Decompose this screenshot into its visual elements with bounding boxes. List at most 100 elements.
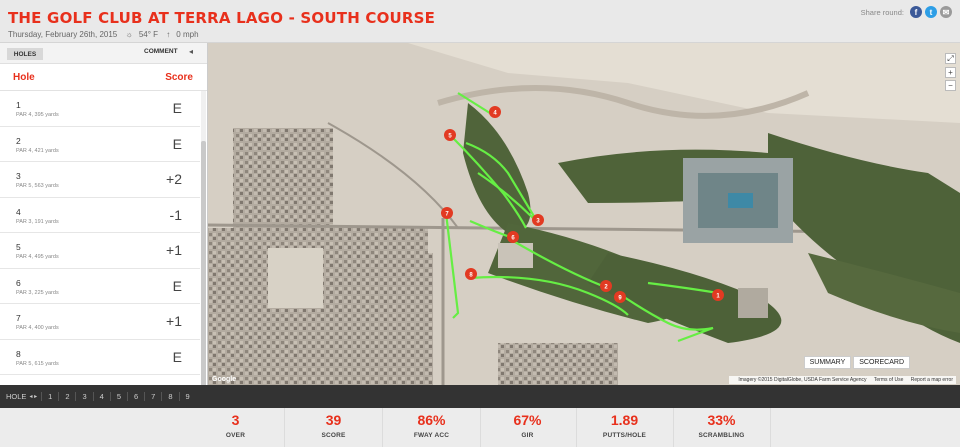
- stat-value: 33%: [707, 412, 736, 428]
- hole-score: E: [172, 135, 182, 152]
- fairway-area: [808, 253, 960, 333]
- stat-over: 3 OVER: [187, 408, 285, 447]
- terms-link[interactable]: Terms of Use: [873, 377, 904, 383]
- hole-marker-label: 6: [511, 236, 515, 242]
- hole-score: +2: [166, 171, 182, 187]
- hole-row[interactable]: 6 PAR 3, 225 yards E: [0, 269, 200, 304]
- hole-nav-item[interactable]: 1: [41, 392, 58, 401]
- hole-score: -1: [169, 206, 182, 223]
- hole-number: 1: [16, 100, 21, 110]
- clubhouse: [498, 243, 533, 268]
- map-view-buttons: SUMMARY SCORECARD: [803, 356, 910, 369]
- hole-row[interactable]: 1 PAR 4, 395 yards E: [0, 91, 200, 127]
- hole-marker-1[interactable]: [712, 289, 724, 301]
- zoom-in-button[interactable]: +: [945, 67, 956, 78]
- hole-row[interactable]: 4 PAR 3, 191 yards -1: [0, 198, 200, 233]
- shot-tracks: [444, 92, 719, 343]
- hole-row[interactable]: 5 PAR 4, 495 yards +1: [0, 233, 200, 269]
- track-hole-4: [457, 92, 494, 116]
- panel-scrollbar[interactable]: [201, 91, 206, 385]
- hole-marker-label: 8: [469, 273, 473, 279]
- stat-scrambling: 33% SCRAMBLING: [673, 408, 771, 447]
- hole-score: E: [172, 277, 182, 294]
- hole-marker-9[interactable]: [614, 291, 626, 303]
- stat-label: OVER: [225, 432, 246, 439]
- hole-nav-item[interactable]: 6: [127, 392, 144, 401]
- email-icon[interactable]: ✉: [940, 6, 952, 18]
- parking: [738, 288, 768, 318]
- hole-marker-label: 5: [448, 134, 452, 140]
- hole-number: 5: [16, 242, 21, 252]
- wind-speed: 0 mph: [176, 30, 199, 39]
- hole-markers[interactable]: 1 2 3 4 5 6 7 8 9: [441, 106, 724, 303]
- hole-list: 1 PAR 4, 395 yards E 2 PAR 4, 421 yards E 3 P…: [0, 91, 200, 375]
- track-hole-8: [469, 275, 629, 316]
- round-stats: 3 OVER 39 SCORE 86% FWAY ACC 67% GIR 1.8…: [0, 408, 960, 447]
- summary-button[interactable]: SUMMARY: [803, 356, 852, 369]
- hole-marker-5[interactable]: [444, 129, 456, 141]
- column-score: Score: [165, 72, 193, 83]
- collapse-arrow-icon[interactable]: ◂: [189, 47, 194, 56]
- panel-header: Hole Score: [0, 64, 207, 91]
- hole-number: 6: [16, 277, 21, 288]
- hole-row[interactable]: 8 PAR 5, 615 yards E: [0, 340, 200, 375]
- hole-nav-arrows-icon[interactable]: ◂ ▸: [29, 394, 38, 400]
- report-error-link[interactable]: Report a map error: [910, 377, 953, 383]
- google-logo: Google: [212, 376, 237, 383]
- hole-nav-item[interactable]: 7: [144, 392, 161, 401]
- hole-nav-item[interactable]: 8: [161, 392, 178, 401]
- scrollbar-thumb[interactable]: [201, 141, 206, 385]
- hole-nav-item[interactable]: 5: [109, 392, 127, 401]
- header: THE GOLF CLUB AT TERRA LAGO - SOUTH COUR…: [0, 0, 960, 43]
- hole-nav-item[interactable]: 3: [75, 392, 92, 401]
- hole-marker-7[interactable]: [441, 207, 453, 219]
- satellite-map[interactable]: 1 2 3 4 5 6 7 8 9: [208, 43, 960, 385]
- stat-putts-per-hole: 1.89 PUTTS/HOLE: [576, 408, 674, 447]
- wind-arrow-icon: ↑: [166, 30, 171, 39]
- hole-marker-3[interactable]: [532, 214, 544, 226]
- fullscreen-icon[interactable]: ⤢: [945, 53, 956, 64]
- track-hole-5b: [465, 141, 539, 224]
- hole-marker-4[interactable]: [489, 106, 501, 118]
- tab-comment[interactable]: COMMENT: [144, 48, 178, 55]
- hole-par: PAR 3, 191 yards: [16, 218, 59, 225]
- scorecard-button[interactable]: SCORECARD: [853, 356, 910, 369]
- hole-marker-label: 7: [445, 212, 449, 218]
- hole-score: +1: [166, 242, 182, 258]
- sun-icon: ☼: [125, 30, 133, 39]
- hole-par: PAR 4, 495 yards: [16, 254, 59, 260]
- hole-nav-label: HOLE: [6, 392, 27, 401]
- round-info: Thursday, February 26th, 2015 ☼ 54° F ↑ 0 …: [8, 30, 205, 39]
- share-bar: Share round: f t ✉: [861, 6, 952, 18]
- hole-number: 8: [16, 348, 21, 359]
- stat-label: SCORE: [321, 432, 346, 439]
- imagery-credit: Imagery ©2015 DigitalGlobe, USDA Farm Se…: [738, 377, 867, 383]
- tab-holes[interactable]: HOLES: [7, 48, 43, 60]
- map-attribution: Imagery ©2015 DigitalGlobe, USDA Farm Se…: [729, 376, 956, 384]
- hole-marker-6[interactable]: [507, 231, 519, 243]
- facebook-icon[interactable]: f: [910, 6, 922, 18]
- hole-number: 7: [16, 313, 21, 323]
- hole-navigation: HOLE ◂ ▸ 1 2 3 4 5 6 7 8 9: [0, 385, 960, 408]
- stat-label: FWAY ACC: [413, 432, 450, 439]
- hills: [408, 43, 960, 123]
- hole-marker-label: 4: [493, 111, 497, 117]
- twitter-icon[interactable]: t: [925, 6, 937, 18]
- stat-fairway-accuracy: 86% FWAY ACC: [383, 408, 481, 447]
- zoom-out-button[interactable]: −: [945, 80, 956, 91]
- column-hole: Hole: [13, 72, 35, 83]
- fairway-area: [588, 253, 782, 343]
- course-map[interactable]: 1 2 3 4 5 6 7 8 9 ⤢ + − SUMMARY SCORECAR…: [208, 43, 960, 385]
- hole-row[interactable]: 7 PAR 4, 400 yards +1: [0, 304, 200, 340]
- track-hole-2: [507, 237, 609, 290]
- hole-nav-item[interactable]: 4: [92, 392, 110, 401]
- hole-score: E: [172, 100, 182, 116]
- hole-marker-2[interactable]: [600, 280, 612, 292]
- hole-nav-item[interactable]: 9: [178, 392, 196, 401]
- hole-row[interactable]: 3 PAR 5, 563 yards +2: [0, 162, 200, 198]
- hole-row[interactable]: 2 PAR 4, 421 yards E: [0, 127, 200, 162]
- hole-nav-item[interactable]: 2: [58, 392, 75, 401]
- hole-par: PAR 5, 615 yards: [16, 360, 59, 367]
- hole-marker-8[interactable]: [465, 268, 477, 280]
- hole-score: +1: [166, 313, 182, 329]
